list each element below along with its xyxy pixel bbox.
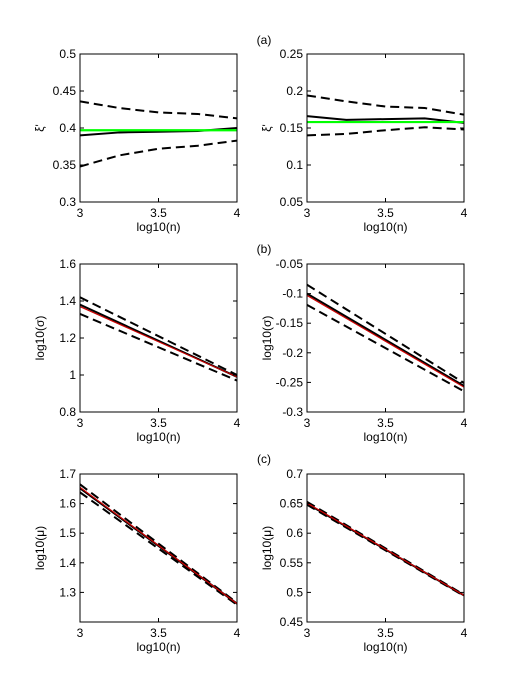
series-line-lower: [80, 491, 237, 606]
series-group: [80, 100, 237, 168]
series-line-upper: [307, 94, 464, 116]
chart-top-left: 3 3.5 4 0.3 0.35 0.4 0.45 0.5 log10(n) ξ': [33, 47, 241, 234]
x-axis-label: log10(n): [136, 220, 180, 234]
x-tick-label: 3: [304, 416, 311, 430]
y-axis-label: log10(σ): [260, 316, 274, 361]
y-tick-label: 0.3: [59, 195, 76, 209]
series-line-lower: [307, 303, 464, 393]
series-line-upper: [307, 500, 464, 596]
series-line-upper: [80, 483, 237, 604]
x-tick-label: 3: [77, 626, 84, 640]
y-tick-label: 0.6: [286, 526, 303, 540]
y-axis-label: log10(σ): [33, 316, 47, 361]
x-tick-label: 3: [77, 416, 84, 430]
x-tick-label: 3: [304, 626, 311, 640]
chart-middle-right: 3 3.5 4 -0.3 -0.25 -0.2 -0.15 -0.1 -0.05 log10(n)…: [260, 257, 468, 444]
y-tick-label: -0.2: [282, 346, 303, 360]
x-axis-label: log10(n): [136, 430, 180, 444]
x-tick-label: 3.5: [150, 626, 167, 640]
panel-label-a: (a): [257, 33, 272, 47]
series-group: [307, 283, 464, 393]
y-tick-label: 1.3: [59, 585, 76, 599]
series-line-upper: [80, 296, 237, 376]
y-tick-label: 0.05: [280, 195, 304, 209]
y-tick-label: 0.8: [59, 405, 76, 419]
x-axis-label: log10(n): [136, 640, 180, 654]
series-line-reference-red: [307, 294, 464, 388]
series-group: [80, 296, 237, 382]
series-group: [307, 500, 464, 597]
y-tick-label: 0.15: [280, 121, 304, 135]
y-axis-label: ξ': [260, 124, 274, 132]
x-axis-label: log10(n): [363, 220, 407, 234]
series-line-lower: [307, 503, 464, 597]
series-line-lower: [80, 139, 237, 168]
x-tick-label: 4: [461, 206, 468, 220]
chart-middle-left: 3 3.5 4 0.8 1 1.2 1.4 1.6 log10(n) log10(σ): [33, 257, 241, 444]
series-line-estimate: [307, 115, 464, 124]
x-tick-label: 4: [234, 416, 241, 430]
y-tick-label: 0.65: [280, 497, 304, 511]
x-tick-label: 3: [304, 206, 311, 220]
x-axis-label: log10(n): [363, 430, 407, 444]
y-tick-label: -0.3: [282, 405, 303, 419]
y-tick-label: 1.6: [59, 257, 76, 271]
series-line-reference-red: [307, 502, 464, 596]
series-line-upper: [80, 100, 237, 120]
y-tick-label: -0.25: [276, 375, 304, 389]
y-tick-label: 0.45: [53, 84, 77, 98]
series-line-lower: [307, 126, 464, 137]
chart-top-right: 3 3.5 4 0.05 0.1 0.15 0.2 0.25 log10(n) ξ': [260, 47, 468, 234]
panel-label-b: (b): [257, 242, 272, 256]
series-group: [80, 483, 237, 606]
x-tick-label: 3.5: [150, 416, 167, 430]
y-tick-label: -0.1: [282, 287, 303, 301]
x-tick-label: 4: [234, 206, 241, 220]
y-tick-label: 1.4: [59, 294, 76, 308]
y-tick-label: 1.2: [59, 331, 76, 345]
y-tick-label: 0.35: [53, 158, 77, 172]
y-tick-label: 0.1: [286, 158, 303, 172]
y-tick-label: 1.4: [59, 556, 76, 570]
x-tick-label: 4: [461, 416, 468, 430]
x-tick-label: 3.5: [150, 206, 167, 220]
series-line-lower: [80, 313, 237, 382]
x-tick-label: 3.5: [377, 416, 394, 430]
y-axis-label: ξ': [33, 124, 47, 132]
series-line-reference-red: [80, 306, 237, 378]
chart-bottom-right: 3 3.5 4 0.45 0.5 0.55 0.6 0.65 0.7 log10(n) log10(…: [260, 467, 468, 654]
y-tick-label: 0.2: [286, 84, 303, 98]
plot-group: 3 3.5 4 0.3 0.35 0.4 0.45 0.5 log10(n) ξ' 3 3.5 4 0.0…: [33, 47, 468, 654]
y-tick-label: 0.4: [59, 121, 76, 135]
series-line-reference-red: [80, 486, 237, 605]
x-tick-label: 3.5: [377, 206, 394, 220]
x-tick-label: 3.5: [377, 626, 394, 640]
series-line-upper: [307, 283, 464, 384]
panel-label-c: (c): [257, 452, 271, 466]
x-tick-label: 4: [461, 626, 468, 640]
y-tick-label: 0.5: [59, 47, 76, 61]
y-tick-label: 1: [69, 368, 76, 382]
y-tick-label: -0.05: [276, 257, 304, 271]
y-tick-label: 0.5: [286, 585, 303, 599]
y-tick-label: 0.7: [286, 467, 303, 481]
chart-bottom-left: 3 3.5 4 1.3 1.4 1.5 1.6 1.7 log10(n) log10(μ): [33, 467, 241, 654]
y-tick-label: 0.45: [280, 615, 304, 629]
series-line-estimate: [307, 292, 464, 387]
x-tick-label: 4: [234, 626, 241, 640]
y-tick-label: 0.25: [280, 47, 304, 61]
x-axis-label: log10(n): [363, 640, 407, 654]
x-tick-label: 3: [77, 206, 84, 220]
y-tick-label: 0.55: [280, 556, 304, 570]
y-axis-label: log10(μ): [33, 526, 47, 570]
y-axis-label: log10(μ): [260, 526, 274, 570]
y-tick-label: 1.6: [59, 497, 76, 511]
y-tick-label: 1.7: [59, 467, 76, 481]
y-tick-label: 1.5: [59, 526, 76, 540]
y-tick-label: -0.15: [276, 316, 304, 330]
series-group: [307, 94, 464, 137]
